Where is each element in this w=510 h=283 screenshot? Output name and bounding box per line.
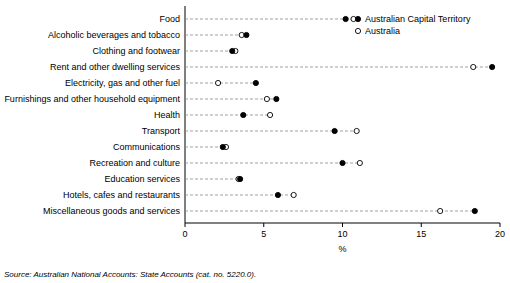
chart-container: Food Alcoholic beverages and tobacco Cloth… xyxy=(0,0,510,283)
leader-line xyxy=(185,211,475,212)
dot xyxy=(490,64,495,69)
category-label: Furnishings and other household equipmen… xyxy=(4,94,180,104)
y-axis xyxy=(185,6,186,223)
source-note: Source: Australian National Accounts: St… xyxy=(4,270,256,279)
dot xyxy=(241,112,246,117)
dot xyxy=(220,144,225,149)
dot xyxy=(244,32,249,37)
x-tick-label: 15 xyxy=(416,229,426,239)
x-tick xyxy=(500,223,501,227)
leader-line xyxy=(185,131,357,132)
dot xyxy=(438,208,443,213)
category-label: Miscellaneous goods and services xyxy=(43,206,181,216)
dot xyxy=(274,96,279,101)
dot xyxy=(343,16,348,21)
x-tick xyxy=(421,223,422,227)
dot xyxy=(253,80,258,85)
dot xyxy=(275,192,280,197)
leader-line xyxy=(185,67,492,68)
x-tick-label: 10 xyxy=(337,229,347,239)
legend-marker xyxy=(355,16,360,21)
category-label: Health xyxy=(154,110,180,120)
dot xyxy=(332,128,337,133)
category-label: Transport xyxy=(142,126,181,136)
dot xyxy=(230,48,235,53)
category-label: Communications xyxy=(113,142,181,152)
legend-marker xyxy=(355,28,360,33)
dot xyxy=(215,80,220,85)
category-label: Electricity, gas and other fuel xyxy=(65,78,180,88)
category-label: Clothing and footwear xyxy=(92,46,180,56)
dot xyxy=(291,192,296,197)
legend-label: Australia xyxy=(365,26,400,36)
chart: Food Alcoholic beverages and tobacco Cloth… xyxy=(0,0,510,283)
x-tick-label: 20 xyxy=(495,229,505,239)
dot xyxy=(357,160,362,165)
category-label: Alcoholic beverages and tobacco xyxy=(48,30,180,40)
dot xyxy=(264,96,269,101)
leader-line xyxy=(185,19,354,20)
category-label: Recreation and culture xyxy=(89,158,180,168)
leader-line xyxy=(185,179,240,180)
dot xyxy=(471,64,476,69)
dot xyxy=(354,128,359,133)
plot-area xyxy=(185,16,495,213)
x-axis-label: % xyxy=(338,244,346,254)
legend-label: Australian Capital Territory xyxy=(365,14,471,24)
x-tick xyxy=(342,223,343,227)
leader-line xyxy=(185,35,246,36)
dot xyxy=(267,112,272,117)
leader-line xyxy=(185,51,235,52)
leader-line xyxy=(185,163,360,164)
category-label: Hotels, cafes and restaurants xyxy=(63,190,181,200)
x-tick xyxy=(185,223,186,227)
category-label: Rent and other dwelling services xyxy=(50,62,181,72)
dot xyxy=(340,160,345,165)
category-label: Food xyxy=(159,14,180,24)
x-tick xyxy=(263,223,264,227)
leader-line xyxy=(185,115,270,116)
x-tick-label: 0 xyxy=(182,229,187,239)
dot xyxy=(238,176,243,181)
category-label: Education services xyxy=(104,174,180,184)
leader-line xyxy=(185,99,276,100)
x-tick-label: 5 xyxy=(261,229,266,239)
dot xyxy=(472,208,477,213)
